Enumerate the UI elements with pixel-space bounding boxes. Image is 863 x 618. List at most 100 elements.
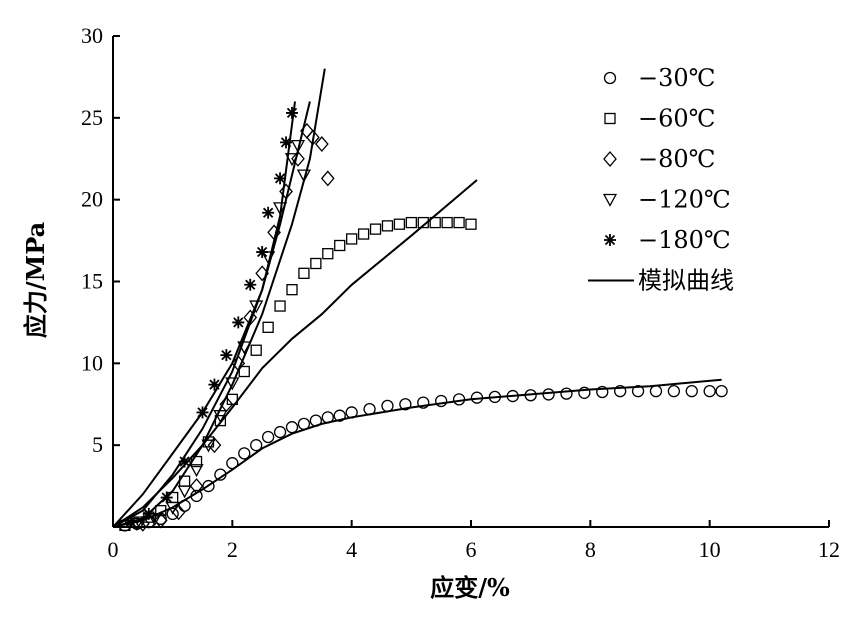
asterisk-data-point bbox=[208, 378, 221, 391]
fitted-curve-line bbox=[112, 68, 326, 528]
y-tick-label: 25 bbox=[81, 105, 103, 130]
plot-area: 0 2 4 6 8 10 12 5 10 15 20 25 30 bbox=[81, 23, 840, 562]
x-tick-label: 0 bbox=[108, 537, 119, 562]
circle-data-point bbox=[488, 390, 502, 404]
circle-data-point bbox=[614, 385, 627, 398]
asterisk-data-point bbox=[124, 516, 137, 529]
x-tick-label: 4 bbox=[346, 537, 357, 562]
x-tick-label: 2 bbox=[227, 537, 238, 562]
circle-data-point bbox=[399, 398, 412, 411]
square-data-point bbox=[334, 239, 346, 252]
square-data-point bbox=[357, 228, 370, 240]
circle-data-point bbox=[345, 406, 358, 419]
circle-data-point bbox=[309, 414, 323, 427]
asterisk-data-point bbox=[142, 507, 155, 520]
circle-data-point bbox=[178, 499, 191, 512]
triangle-down-data-point bbox=[225, 377, 240, 391]
diamond-data-point bbox=[135, 515, 150, 532]
x-axis-title: 应变/% bbox=[430, 573, 510, 602]
circle-data-point bbox=[214, 468, 227, 481]
circle-data-point bbox=[667, 385, 681, 398]
triangle-down-data-point bbox=[284, 153, 300, 167]
square-data-point bbox=[429, 216, 441, 229]
triangle-down-data-point bbox=[249, 300, 264, 314]
circle-data-point bbox=[631, 385, 645, 398]
square-data-point bbox=[417, 216, 429, 229]
circle-data-point bbox=[190, 489, 203, 503]
asterisk-data-point bbox=[244, 278, 257, 291]
circle-data-point bbox=[261, 430, 275, 444]
circle-data-point bbox=[542, 388, 555, 401]
square-data-point bbox=[441, 216, 453, 229]
diamond-data-point bbox=[320, 170, 335, 187]
square-data-point bbox=[346, 233, 358, 245]
asterisk-data-point bbox=[274, 172, 287, 185]
circle-data-point bbox=[452, 393, 466, 406]
circle-data-point bbox=[506, 389, 519, 403]
triangle-down-data-point bbox=[165, 501, 180, 515]
circle-data-point bbox=[417, 396, 430, 409]
square-data-point bbox=[298, 267, 310, 279]
fitted-curve-line bbox=[112, 101, 296, 528]
circle-data-point bbox=[381, 399, 394, 413]
circle-data-point bbox=[321, 411, 334, 424]
y-tick-label: 20 bbox=[81, 187, 103, 212]
circle-data-point bbox=[333, 409, 346, 422]
circle-data-point bbox=[470, 391, 484, 404]
asterisk-data-point bbox=[196, 406, 209, 419]
diamond-data-point bbox=[314, 136, 329, 153]
circle-data-point bbox=[435, 394, 448, 408]
asterisk-data-point bbox=[256, 246, 269, 259]
triangle-down-data-point bbox=[272, 202, 288, 216]
y-axis-title: 应力/MPa bbox=[21, 222, 50, 338]
circle-data-point bbox=[560, 387, 573, 400]
data-markers bbox=[118, 106, 728, 532]
legend-asterisk-marker bbox=[604, 234, 616, 246]
diamond-data-point bbox=[267, 224, 281, 241]
x-tick-label: 8 bbox=[585, 537, 596, 562]
legend-square-marker bbox=[604, 112, 616, 125]
triangle-down-data-point bbox=[237, 341, 252, 355]
x-tick-label: 6 bbox=[466, 537, 477, 562]
legend-diamond-marker bbox=[603, 151, 617, 167]
diamond-data-point bbox=[291, 150, 305, 167]
square-data-point bbox=[369, 223, 382, 235]
diamond-data-point bbox=[279, 183, 293, 200]
square-data-point bbox=[453, 216, 465, 229]
diamond-data-point bbox=[207, 437, 222, 454]
legend: −30℃ −60℃ −80℃ −120℃ −180℃ 模拟曲线 bbox=[588, 64, 734, 295]
legend-label: −180℃ bbox=[638, 226, 731, 254]
circle-data-point bbox=[524, 389, 537, 402]
triangle-down-data-point bbox=[189, 464, 204, 478]
diamond-data-point bbox=[306, 129, 320, 146]
legend-circle-marker bbox=[603, 71, 617, 85]
asterisk-data-point bbox=[286, 106, 298, 119]
circle-data-point bbox=[578, 386, 591, 399]
fitted-curve-line bbox=[112, 179, 478, 528]
square-data-point bbox=[274, 300, 286, 312]
triangle-down-data-point bbox=[213, 410, 228, 424]
fitted-curves bbox=[112, 68, 722, 528]
y-tick-label: 5 bbox=[92, 432, 103, 457]
square-data-point bbox=[155, 504, 167, 517]
legend-label: −120℃ bbox=[638, 186, 731, 214]
circle-data-point bbox=[226, 457, 239, 470]
square-data-point bbox=[322, 248, 334, 260]
y-tick-label: 15 bbox=[81, 269, 103, 294]
square-data-point bbox=[286, 284, 298, 296]
square-data-point bbox=[250, 344, 262, 356]
asterisk-data-point bbox=[262, 206, 275, 219]
square-data-point bbox=[190, 455, 203, 468]
diamond-data-point bbox=[189, 478, 204, 495]
triangle-down-data-point bbox=[201, 439, 216, 453]
circle-data-point bbox=[238, 447, 251, 460]
triangle-down-data-point bbox=[296, 169, 312, 183]
x-tick-label: 12 bbox=[818, 537, 840, 562]
asterisk-data-point bbox=[178, 455, 191, 468]
legend-label: −60℃ bbox=[638, 105, 716, 133]
square-data-point bbox=[310, 257, 322, 270]
circle-data-point bbox=[250, 439, 263, 452]
y-tick-label: 10 bbox=[81, 350, 103, 375]
square-data-point bbox=[465, 218, 477, 230]
